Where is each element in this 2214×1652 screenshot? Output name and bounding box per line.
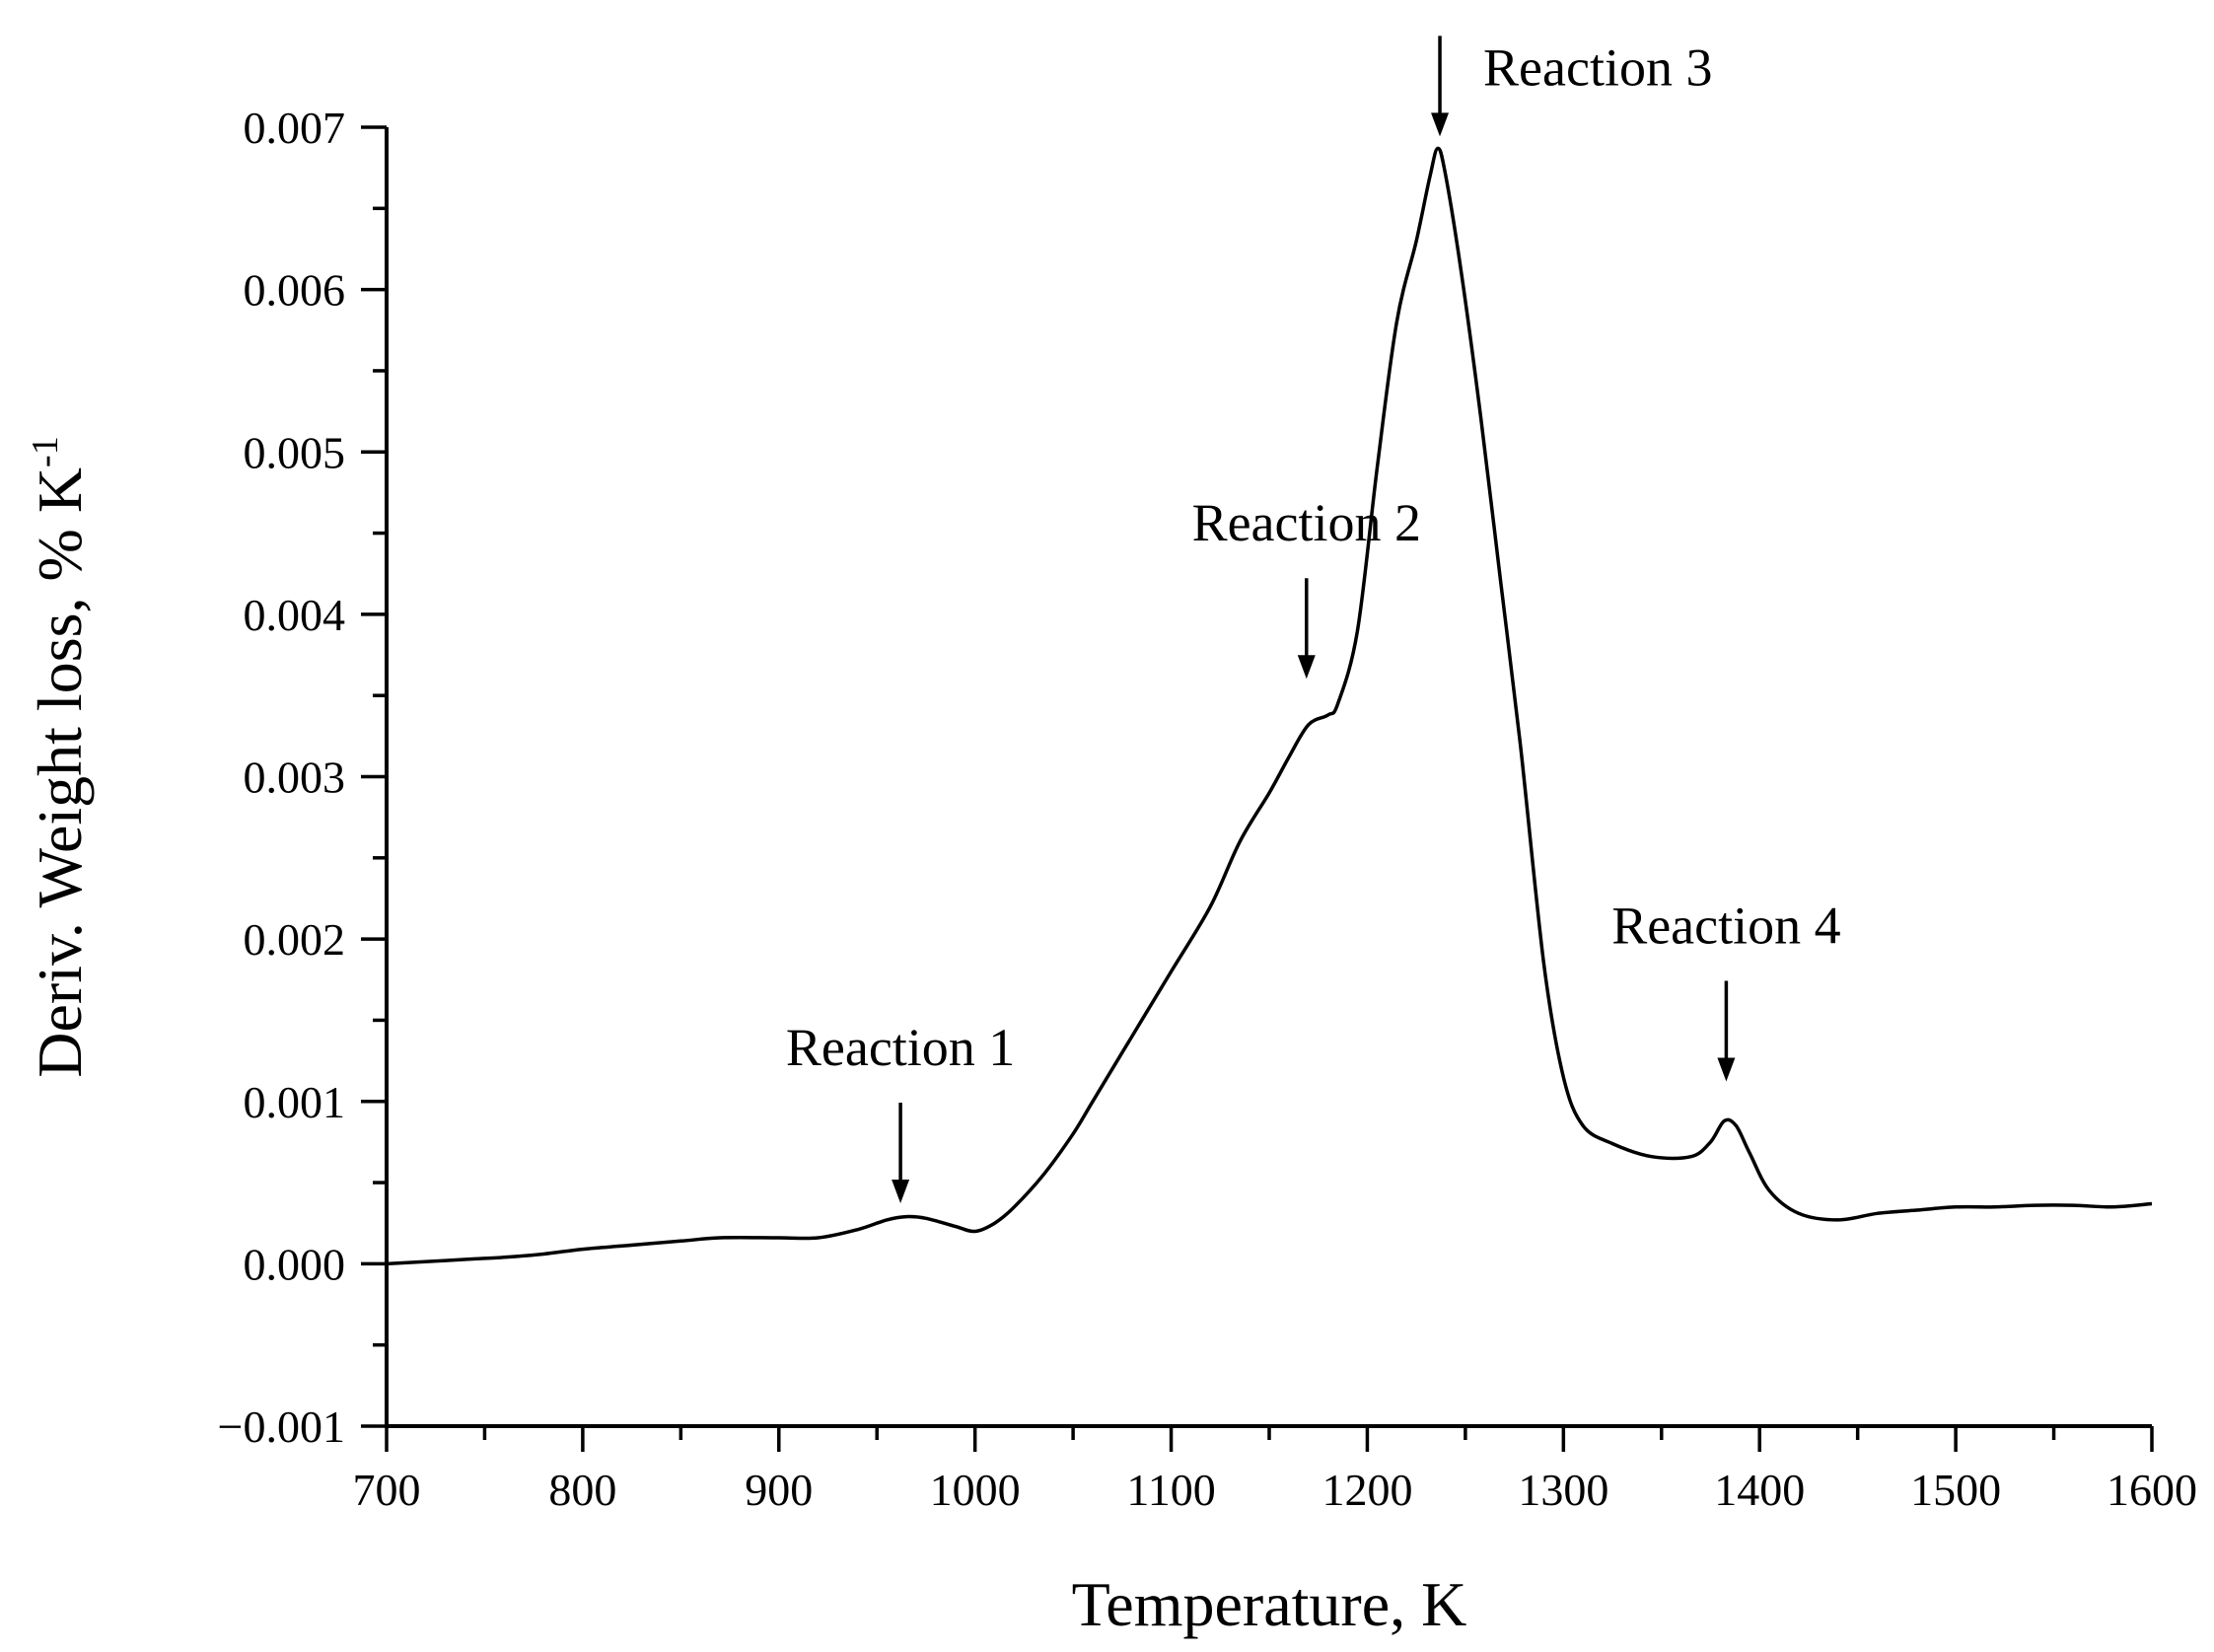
x-tick-label: 1500 <box>1910 1465 2001 1515</box>
arrow-head <box>1717 1057 1736 1082</box>
annotation-label: Reaction 2 <box>1192 493 1421 552</box>
x-tick-label: 900 <box>745 1465 813 1515</box>
x-tick-label: 1200 <box>1321 1465 1412 1515</box>
series-line-dtg <box>386 146 2153 1266</box>
x-tick-label: 1000 <box>930 1465 1021 1515</box>
axes <box>385 127 2152 1428</box>
annotation-label: Reaction 4 <box>1611 897 1840 956</box>
x-axis-title: Temperature, K <box>1072 1569 1467 1639</box>
y-axis-title-text: Deriv. Weight loss, % K <box>25 467 95 1078</box>
y-tick-label: 0.000 <box>244 1239 346 1289</box>
y-tick-label: 0.002 <box>244 914 346 965</box>
annotations: Reaction 1 Reaction 2 Reaction 3 Reaction 4 <box>786 36 1841 1203</box>
x-tick-label: 1400 <box>1714 1465 1805 1515</box>
annotation-reaction-1: Reaction 1 <box>786 1018 1015 1203</box>
y-tick-label: 0.001 <box>244 1077 346 1127</box>
x-tick-label: 800 <box>548 1465 616 1515</box>
arrow-head <box>1297 655 1316 680</box>
annotation-reaction-3: Reaction 3 <box>1431 36 1712 137</box>
y-tick-label: 0.006 <box>244 265 346 316</box>
tick-labels: 700 800 900 1000 1100 1200 1300 1400 1500 1600 −0.… <box>218 103 2197 1515</box>
annotation-label: Reaction 1 <box>786 1018 1015 1077</box>
x-tick-label: 1300 <box>1518 1465 1608 1515</box>
y-tick-label: 0.004 <box>244 590 346 640</box>
y-axis-title: Deriv. Weight loss, % K-1 <box>25 436 95 1077</box>
x-tick-label: 1100 <box>1126 1465 1215 1515</box>
y-tick-label: 0.005 <box>244 427 346 477</box>
y-tick-label: −0.001 <box>218 1401 345 1452</box>
x-tick-label: 700 <box>353 1465 421 1515</box>
annotation-reaction-2: Reaction 2 <box>1192 493 1421 680</box>
y-tick-label: 0.007 <box>244 103 346 153</box>
y-tick-label: 0.003 <box>244 753 346 803</box>
annotation-label: Reaction 3 <box>1483 37 1712 97</box>
arrow-head <box>1431 112 1450 137</box>
arrow-head <box>892 1179 910 1203</box>
ticks <box>361 125 2154 1452</box>
annotation-reaction-4: Reaction 4 <box>1611 897 1841 1082</box>
x-tick-label: 1600 <box>2107 1465 2197 1515</box>
y-axis-title-superscript: -1 <box>25 436 66 467</box>
